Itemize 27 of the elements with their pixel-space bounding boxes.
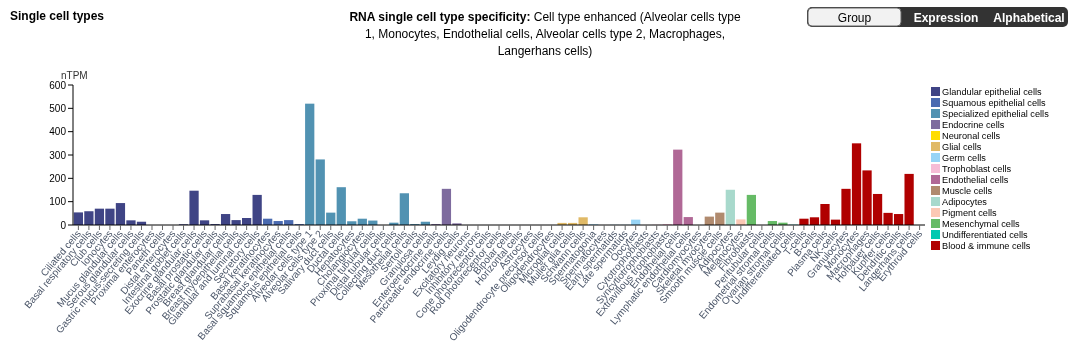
text: Expression <box>913 10 979 25</box>
y-tick-label: 100 <box>49 196 67 208</box>
y-tick-label: 0 <box>60 219 67 231</box>
y-tick-label: 600 <box>49 79 67 91</box>
legend-label: Endocrine cells <box>942 120 1005 130</box>
legend-label: Blood & immune cells <box>942 241 1031 251</box>
text: Alphabetical <box>993 10 1065 25</box>
legend-label: Pigment cells <box>942 208 998 218</box>
y-tick-label: 300 <box>49 149 67 161</box>
y-axis-title: nTPM <box>61 70 88 81</box>
legend-label: Adipocytes <box>942 197 988 207</box>
legend-label: Neuronal cells <box>942 131 1001 141</box>
text: RNA single cell type specificity: Cell type enhanced (Alveolar cells type 1, Monocytes, Endothelial cells, Alveolar cells type 2, Macrophages, Langerhans cells) <box>349 10 741 58</box>
legend-label: Specialized epithelial cells <box>942 109 1050 119</box>
legend-label: Muscle cells <box>942 186 993 196</box>
legend-label: Trophoblast cells <box>942 164 1012 174</box>
legend-label: Germ cells <box>942 153 987 163</box>
y-tick-label: 400 <box>49 126 67 138</box>
legend-label: Endothelial cells <box>942 175 1009 185</box>
chart-title: Single cell types <box>10 9 105 23</box>
y-tick-label: 500 <box>49 102 67 114</box>
y-tick-label: 200 <box>49 172 67 184</box>
text: Group <box>837 10 872 25</box>
legend-label: Glial cells <box>942 142 982 152</box>
legend-label: Squamous epithelial cells <box>942 98 1047 108</box>
legend-label: Mesenchymal cells <box>942 219 1021 229</box>
legend-label: Glandular epithelial cells <box>942 87 1042 97</box>
